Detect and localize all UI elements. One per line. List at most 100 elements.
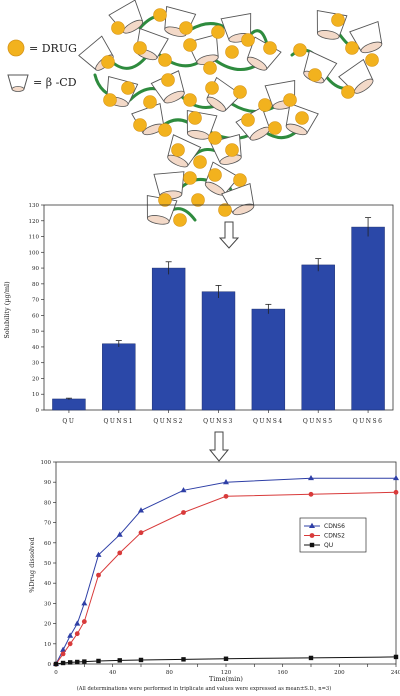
series-cdns2 — [53, 489, 399, 667]
bar-ytick-label: 60 — [32, 313, 39, 319]
data-point — [95, 551, 102, 557]
line-ylabel: %Drug dissolved — [28, 537, 36, 593]
bar-quns2 — [151, 267, 186, 411]
data-point — [393, 654, 399, 660]
bar-qu — [52, 398, 86, 411]
bar-category-label: QUNS3 — [203, 418, 234, 425]
bar-category-label: QUNS6 — [353, 418, 384, 425]
data-point — [223, 656, 229, 661]
data-point — [117, 658, 122, 663]
line-ytick-label: 30 — [44, 601, 51, 607]
line-xtick-label: 0 — [54, 670, 58, 676]
data-point — [181, 510, 186, 515]
bar-ytick-label: 40 — [32, 345, 39, 351]
line-ytick-label: 40 — [44, 581, 51, 587]
data-point — [53, 661, 59, 667]
series-cdns6 — [53, 474, 399, 666]
line-ytick-label: 60 — [44, 541, 51, 547]
data-point — [308, 474, 314, 481]
drug-legend-icon — [7, 39, 25, 57]
data-point — [82, 659, 87, 664]
bar-ytick-label: 30 — [32, 361, 39, 367]
data-point — [60, 660, 66, 666]
series-line — [55, 477, 396, 665]
line-legend: CDNS6 CDNS2 QU — [299, 517, 367, 553]
line-xtick-label: 120 — [221, 670, 232, 676]
data-point — [67, 632, 74, 638]
line-ytick-label: 80 — [44, 500, 51, 506]
bar-quns4 — [251, 308, 286, 411]
line-ytick-label: 70 — [44, 521, 51, 527]
legend-marker — [309, 522, 315, 528]
data-point — [81, 619, 87, 624]
solubility-bar-chart: 0 10 20 30 40 50 60 70 80 90 100 110 120 130 QU QUNS1 QU… — [3, 203, 394, 425]
data-point — [223, 479, 229, 485]
bar-ytick-label: 50 — [32, 329, 39, 335]
data-point — [74, 620, 81, 626]
line-xtick-label: 240 — [391, 670, 400, 676]
data-point — [96, 572, 101, 578]
line-ytick-label: 100 — [41, 460, 52, 466]
line-ytick-label: 0 — [48, 662, 52, 668]
bar-ytick-label: 70 — [32, 298, 39, 304]
data-point — [116, 531, 123, 537]
bar-quns5 — [301, 264, 335, 411]
line-plot-frame — [55, 461, 397, 665]
data-point — [308, 655, 314, 661]
data-point — [138, 530, 144, 536]
line-ytick-label: 20 — [44, 622, 51, 628]
bar-category-label: QUNS2 — [153, 418, 184, 425]
bar-ytick-label: 90 — [32, 266, 39, 272]
line-xtick-label: 80 — [166, 670, 173, 676]
legend-marker — [309, 542, 315, 548]
down-arrow-2 — [208, 431, 230, 462]
data-point — [67, 660, 73, 665]
line-ytick-label: 90 — [44, 480, 51, 486]
bar-quns3 — [201, 291, 236, 411]
data-point — [223, 493, 229, 499]
bar-ytick-label: 0 — [36, 408, 40, 414]
bar-category-label: QUNS4 — [253, 418, 284, 425]
data-point — [75, 659, 80, 665]
data-point — [181, 657, 186, 662]
data-point — [60, 646, 67, 652]
legend-marker — [309, 533, 315, 538]
legend-label: CDNS6 — [324, 523, 345, 530]
footnote: (All determinations were performed in tr… — [77, 685, 332, 692]
bar-category-label: QU — [62, 418, 75, 425]
data-point — [180, 487, 187, 493]
data-point — [96, 658, 101, 664]
line-ytick-label: 50 — [44, 561, 51, 567]
data-point — [81, 600, 88, 606]
bar-ytick-label: 130 — [29, 203, 40, 209]
bar-quns1 — [102, 343, 136, 411]
line-ytick-label: 10 — [44, 642, 51, 648]
data-point — [67, 641, 73, 647]
data-point — [138, 657, 144, 663]
data-point — [60, 651, 66, 657]
legend-label: CDNS2 — [324, 533, 345, 540]
line-xtick-label: 160 — [277, 670, 288, 676]
line-xtick-label: 200 — [334, 670, 345, 676]
data-point — [74, 631, 80, 637]
line-xlabel: Time(min) — [209, 675, 243, 683]
bar-ylabel: Solubility (µg/ml) — [3, 281, 11, 339]
beta-cd-legend-icon — [7, 74, 29, 92]
bar-quns6 — [351, 226, 385, 411]
beta-cd-legend-label: = β -CD — [33, 76, 77, 89]
bar-ytick-label: 120 — [29, 219, 40, 225]
bar-ytick-label: 10 — [32, 392, 39, 398]
nanosponge-illustration — [78, 0, 383, 227]
series-qu — [53, 654, 399, 667]
bar-ytick-label: 20 — [32, 376, 39, 382]
data-point — [138, 507, 144, 513]
bar-ytick-label: 100 — [29, 250, 40, 256]
down-arrow-1 — [218, 221, 240, 249]
data-point — [393, 489, 399, 495]
drug-legend-label: = DRUG — [29, 42, 77, 55]
line-xtick-label: 40 — [109, 670, 116, 676]
legend-label: QU — [324, 542, 333, 549]
data-point — [308, 491, 314, 497]
